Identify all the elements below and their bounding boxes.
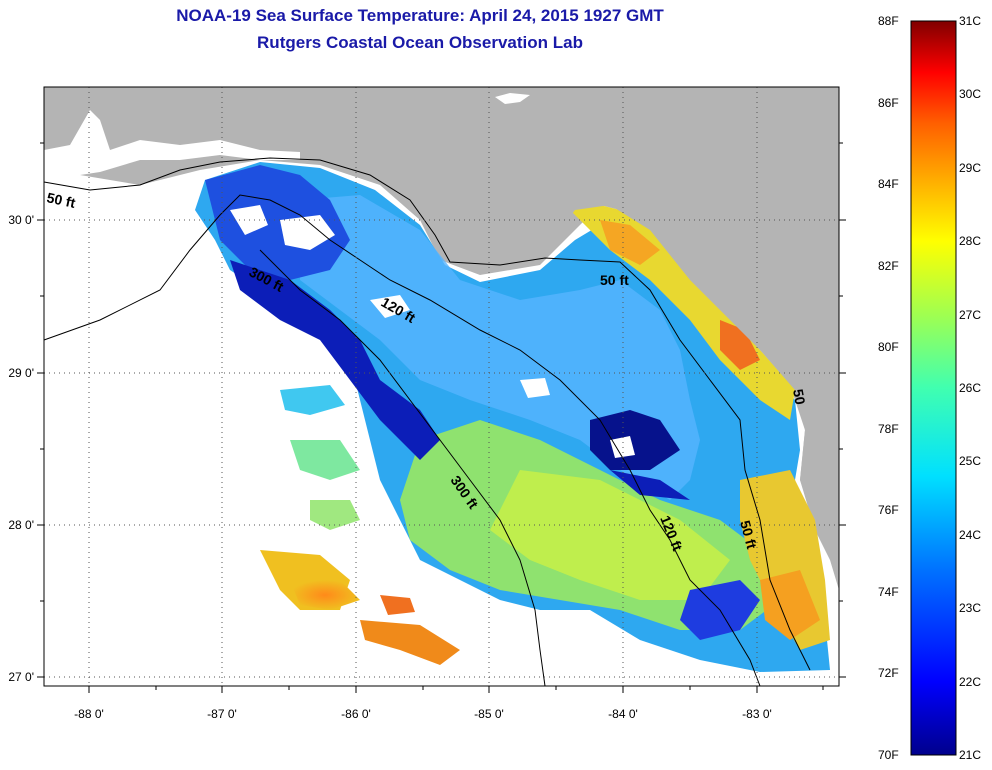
colorbar-c-label: 29C bbox=[959, 160, 982, 175]
colorbar-f-label: 80F bbox=[878, 340, 899, 355]
colorbar-f-label: 88F bbox=[878, 14, 899, 28]
colorbar-c-label: 30C bbox=[959, 87, 982, 102]
map-border bbox=[43, 86, 840, 687]
colorbar-f-label: 82F bbox=[878, 258, 899, 273]
colorbar-c-label: 27C bbox=[959, 307, 982, 322]
x-tick-label: -86 0' bbox=[341, 707, 371, 721]
colorbar-c-label: 25C bbox=[959, 454, 982, 469]
colorbar-c-label: 28C bbox=[959, 234, 982, 249]
x-tick-label: -85 0' bbox=[474, 707, 504, 721]
map-subtitle: Rutgers Coastal Ocean Observation Lab bbox=[257, 33, 583, 52]
colorbar-f-label: 74F bbox=[878, 584, 899, 599]
colorbar-f-label: 76F bbox=[878, 503, 899, 518]
x-tick-label: -84 0' bbox=[608, 707, 638, 721]
y-tick-label: 29 0' bbox=[8, 366, 34, 380]
y-tick-label: 28 0' bbox=[8, 518, 34, 532]
depth-contours bbox=[43, 157, 811, 687]
contour-label: 50 ft bbox=[600, 272, 629, 288]
colorbar-c-label: 23C bbox=[959, 601, 982, 616]
land bbox=[44, 87, 839, 545]
contour-label: 50 ft bbox=[737, 519, 760, 551]
colorbar-c-label: 24C bbox=[959, 527, 982, 542]
colorbar-gradient bbox=[910, 20, 957, 756]
x-tick-label: -88 0' bbox=[74, 707, 104, 721]
y-axis-labels: 30 0' 29 0' 28 0' 27 0' bbox=[8, 213, 34, 684]
colorbar-f-label: 78F bbox=[878, 421, 899, 436]
axis-ticks bbox=[37, 142, 846, 693]
colorbar-c-label: 22C bbox=[959, 674, 982, 689]
contour-label: 50 ft bbox=[45, 189, 77, 211]
x-tick-label: -87 0' bbox=[207, 707, 237, 721]
colorbar-f-label: 70F bbox=[878, 748, 899, 762]
colorbar-f-label: 72F bbox=[878, 666, 899, 681]
x-axis-labels: -88 0' -87 0' -86 0' -85 0' -84 0' -83 0… bbox=[74, 707, 772, 721]
sst-field bbox=[195, 162, 830, 672]
colorbar-c-label: 21C bbox=[959, 748, 982, 762]
contour-label: 50 bbox=[790, 388, 808, 406]
colorbar-c-label: 26C bbox=[959, 381, 982, 395]
x-tick-label: -83 0' bbox=[742, 707, 772, 721]
colorbar-c-label: 31C bbox=[959, 14, 982, 28]
map-title: NOAA-19 Sea Surface Temperature: April 2… bbox=[176, 6, 664, 25]
y-tick-label: 30 0' bbox=[8, 213, 34, 227]
y-tick-label: 27 0' bbox=[8, 670, 34, 684]
colorbar-f-label: 84F bbox=[878, 177, 899, 192]
colorbar-f-label: 86F bbox=[878, 95, 899, 110]
